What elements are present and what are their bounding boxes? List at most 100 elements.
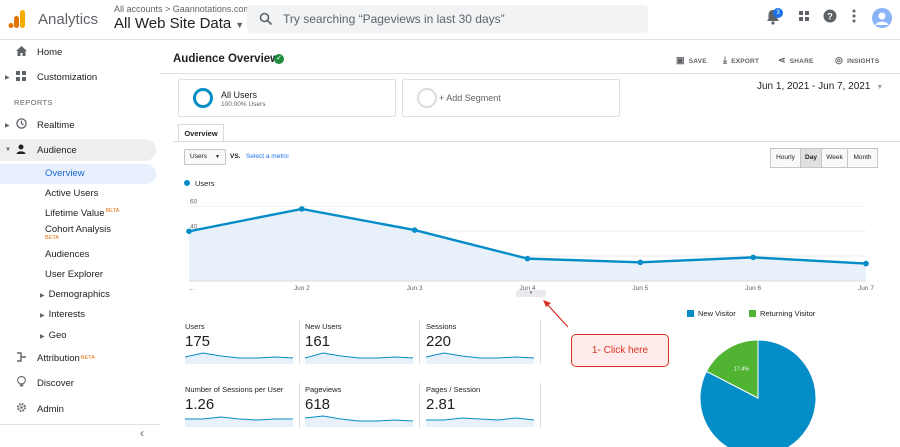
active-item-highlight: [0, 164, 156, 184]
apps-grid-icon[interactable]: [795, 9, 813, 27]
kpi-pages-per-session[interactable]: Pages / Session 2.81: [426, 385, 538, 433]
legend-swatch: [687, 310, 694, 317]
sidebar-label: Attribution: [37, 352, 80, 364]
empty-segment-ring-icon: [417, 88, 437, 108]
sidebar-item-interests[interactable]: ▶ Interests: [40, 309, 85, 320]
sidebar-item-home[interactable]: Home: [0, 41, 156, 63]
kpi-label: Sessions: [426, 322, 457, 331]
property-selector[interactable]: All Web Site Data ▼: [114, 15, 244, 32]
sidebar-item-discover[interactable]: Discover: [0, 372, 156, 394]
kpi-label: Pages / Session: [426, 385, 481, 394]
sidebar-item-realtime[interactable]: ▶ Realtime: [0, 114, 156, 136]
sidebar-item-user-explorer[interactable]: User Explorer: [45, 269, 104, 280]
data-point[interactable]: [750, 254, 756, 261]
person-icon: [14, 144, 28, 157]
sidebar-item-lifetime-value[interactable]: Lifetime ValueBETA: [45, 208, 119, 219]
sidebar-item-active-users[interactable]: Active Users: [45, 188, 99, 199]
help-icon[interactable]: ?: [821, 9, 839, 27]
sidebar-label: Lifetime Value: [45, 208, 105, 220]
more-vert-icon[interactable]: [845, 9, 863, 27]
sidebar-item-audience[interactable]: ▼ Audience: [0, 139, 156, 161]
kpi-divider: [419, 383, 420, 427]
metric-selector[interactable]: Users ▼: [184, 149, 226, 165]
chart-expand-toggle[interactable]: ▾: [516, 290, 546, 297]
share-label: SHARE: [789, 58, 814, 65]
attribution-icon: [14, 351, 28, 365]
customization-icon: [14, 70, 28, 84]
segment-percent: 100.00% Users: [221, 101, 266, 108]
sidebar-label: Audience: [37, 144, 77, 156]
kpi-sparkline: [185, 416, 293, 427]
x-tick-label: Jun 7: [858, 285, 874, 291]
data-point[interactable]: [299, 206, 305, 212]
legend-swatch: [749, 310, 756, 317]
date-range-picker[interactable]: Jun 1, 2021 - Jun 7, 2021 ▼: [757, 81, 883, 92]
account-breadcrumb[interactable]: All accounts > Gaannotations.com: [114, 4, 251, 14]
kpi-sessions[interactable]: Sessions 220: [426, 322, 538, 370]
granularity-month[interactable]: Month: [847, 148, 878, 168]
sparkline-line: [185, 416, 293, 421]
x-tick-label: Jun 5: [632, 285, 648, 291]
page-title: Audience Overview: [173, 53, 280, 65]
kpi-sessions-per-user[interactable]: Number of Sessions per User 1.26: [185, 385, 297, 433]
sidebar-item-attribution[interactable]: Attribution BETA: [0, 347, 156, 369]
kpi-new-users[interactable]: New Users 161: [305, 322, 417, 370]
segment-all-users[interactable]: All Users 100.00% Users: [178, 79, 396, 117]
gear-icon: [14, 402, 28, 416]
date-range-label: Jun 1, 2021 - Jun 7, 2021: [757, 81, 871, 92]
save-button[interactable]: ▣ SAVE: [676, 55, 707, 66]
pie-slice-label: 17.4%: [734, 367, 750, 373]
sparkline-line: [185, 352, 293, 359]
sidebar-label: Realtime: [37, 119, 75, 131]
sidebar-item-customization[interactable]: ▶ Customization: [0, 66, 156, 88]
pie-slice[interactable]: [699, 339, 817, 447]
sparkline-line: [426, 417, 534, 421]
share-icon: ⋖: [778, 55, 786, 65]
callout-arrow: [543, 300, 569, 328]
search-icon: [259, 12, 273, 26]
kpi-label: Number of Sessions per User: [185, 385, 284, 394]
chevron-down-icon: ▼: [214, 154, 220, 160]
data-point[interactable]: [186, 228, 192, 235]
sidebar-item-cohort-analysis[interactable]: Cohort Analysis BETA: [45, 225, 111, 243]
select-metric-link[interactable]: Select a metric: [246, 153, 289, 160]
sidebar-label: Customization: [37, 71, 98, 83]
sidebar-item-admin[interactable]: Admin: [0, 398, 156, 420]
data-point[interactable]: [411, 227, 418, 233]
add-segment-label: + Add Segment: [439, 93, 501, 103]
kpi-divider: [540, 320, 541, 364]
data-point[interactable]: [863, 260, 869, 267]
kpi-users[interactable]: Users 175: [185, 322, 297, 370]
share-button[interactable]: ⋖ SHARE: [778, 55, 814, 66]
lightbulb-icon: [14, 376, 28, 390]
data-point[interactable]: [637, 259, 644, 266]
pie-slice[interactable]: [705, 339, 759, 399]
x-tick-label: ...: [189, 285, 195, 291]
kpi-divider: [299, 383, 300, 427]
search-input[interactable]: Try searching “Pageviews in last 30 days…: [247, 5, 648, 33]
tab-overview[interactable]: Overview: [178, 124, 224, 142]
kpi-value: 220: [426, 333, 452, 350]
export-button[interactable]: ⤓ EXPORT: [723, 55, 759, 66]
visitor-pie-chart[interactable]: 82.6%17.4%: [693, 328, 823, 447]
kpi-value: 175: [185, 333, 211, 350]
add-segment-button[interactable]: + Add Segment: [402, 79, 620, 117]
vs-label: VS.: [230, 153, 241, 160]
insights-button[interactable]: ◎ INSIGHTS: [835, 55, 879, 66]
data-point[interactable]: [524, 255, 531, 262]
collapse-sidebar-button[interactable]: ‹: [140, 426, 144, 440]
sidebar-item-geo[interactable]: ▶ Geo: [40, 330, 67, 341]
account-avatar-icon[interactable]: [872, 8, 892, 28]
click-here-callout: 1- Click here: [571, 334, 669, 367]
x-tick-label: Jun 4: [520, 285, 536, 291]
sparkline-area: [426, 418, 534, 427]
sidebar-label: Cohort Analysis: [45, 224, 112, 235]
sidebar-item-overview[interactable]: Overview: [45, 168, 85, 179]
expand-arrow-icon: ▶: [5, 122, 10, 129]
metric-selector-label: Users: [190, 153, 207, 160]
kpi-pageviews[interactable]: Pageviews 618: [305, 385, 417, 433]
sidebar-item-audiences[interactable]: Audiences: [45, 249, 90, 260]
analytics-logo-icon[interactable]: [8, 10, 26, 28]
sidebar-item-demographics[interactable]: ▶ Demographics: [40, 289, 110, 300]
